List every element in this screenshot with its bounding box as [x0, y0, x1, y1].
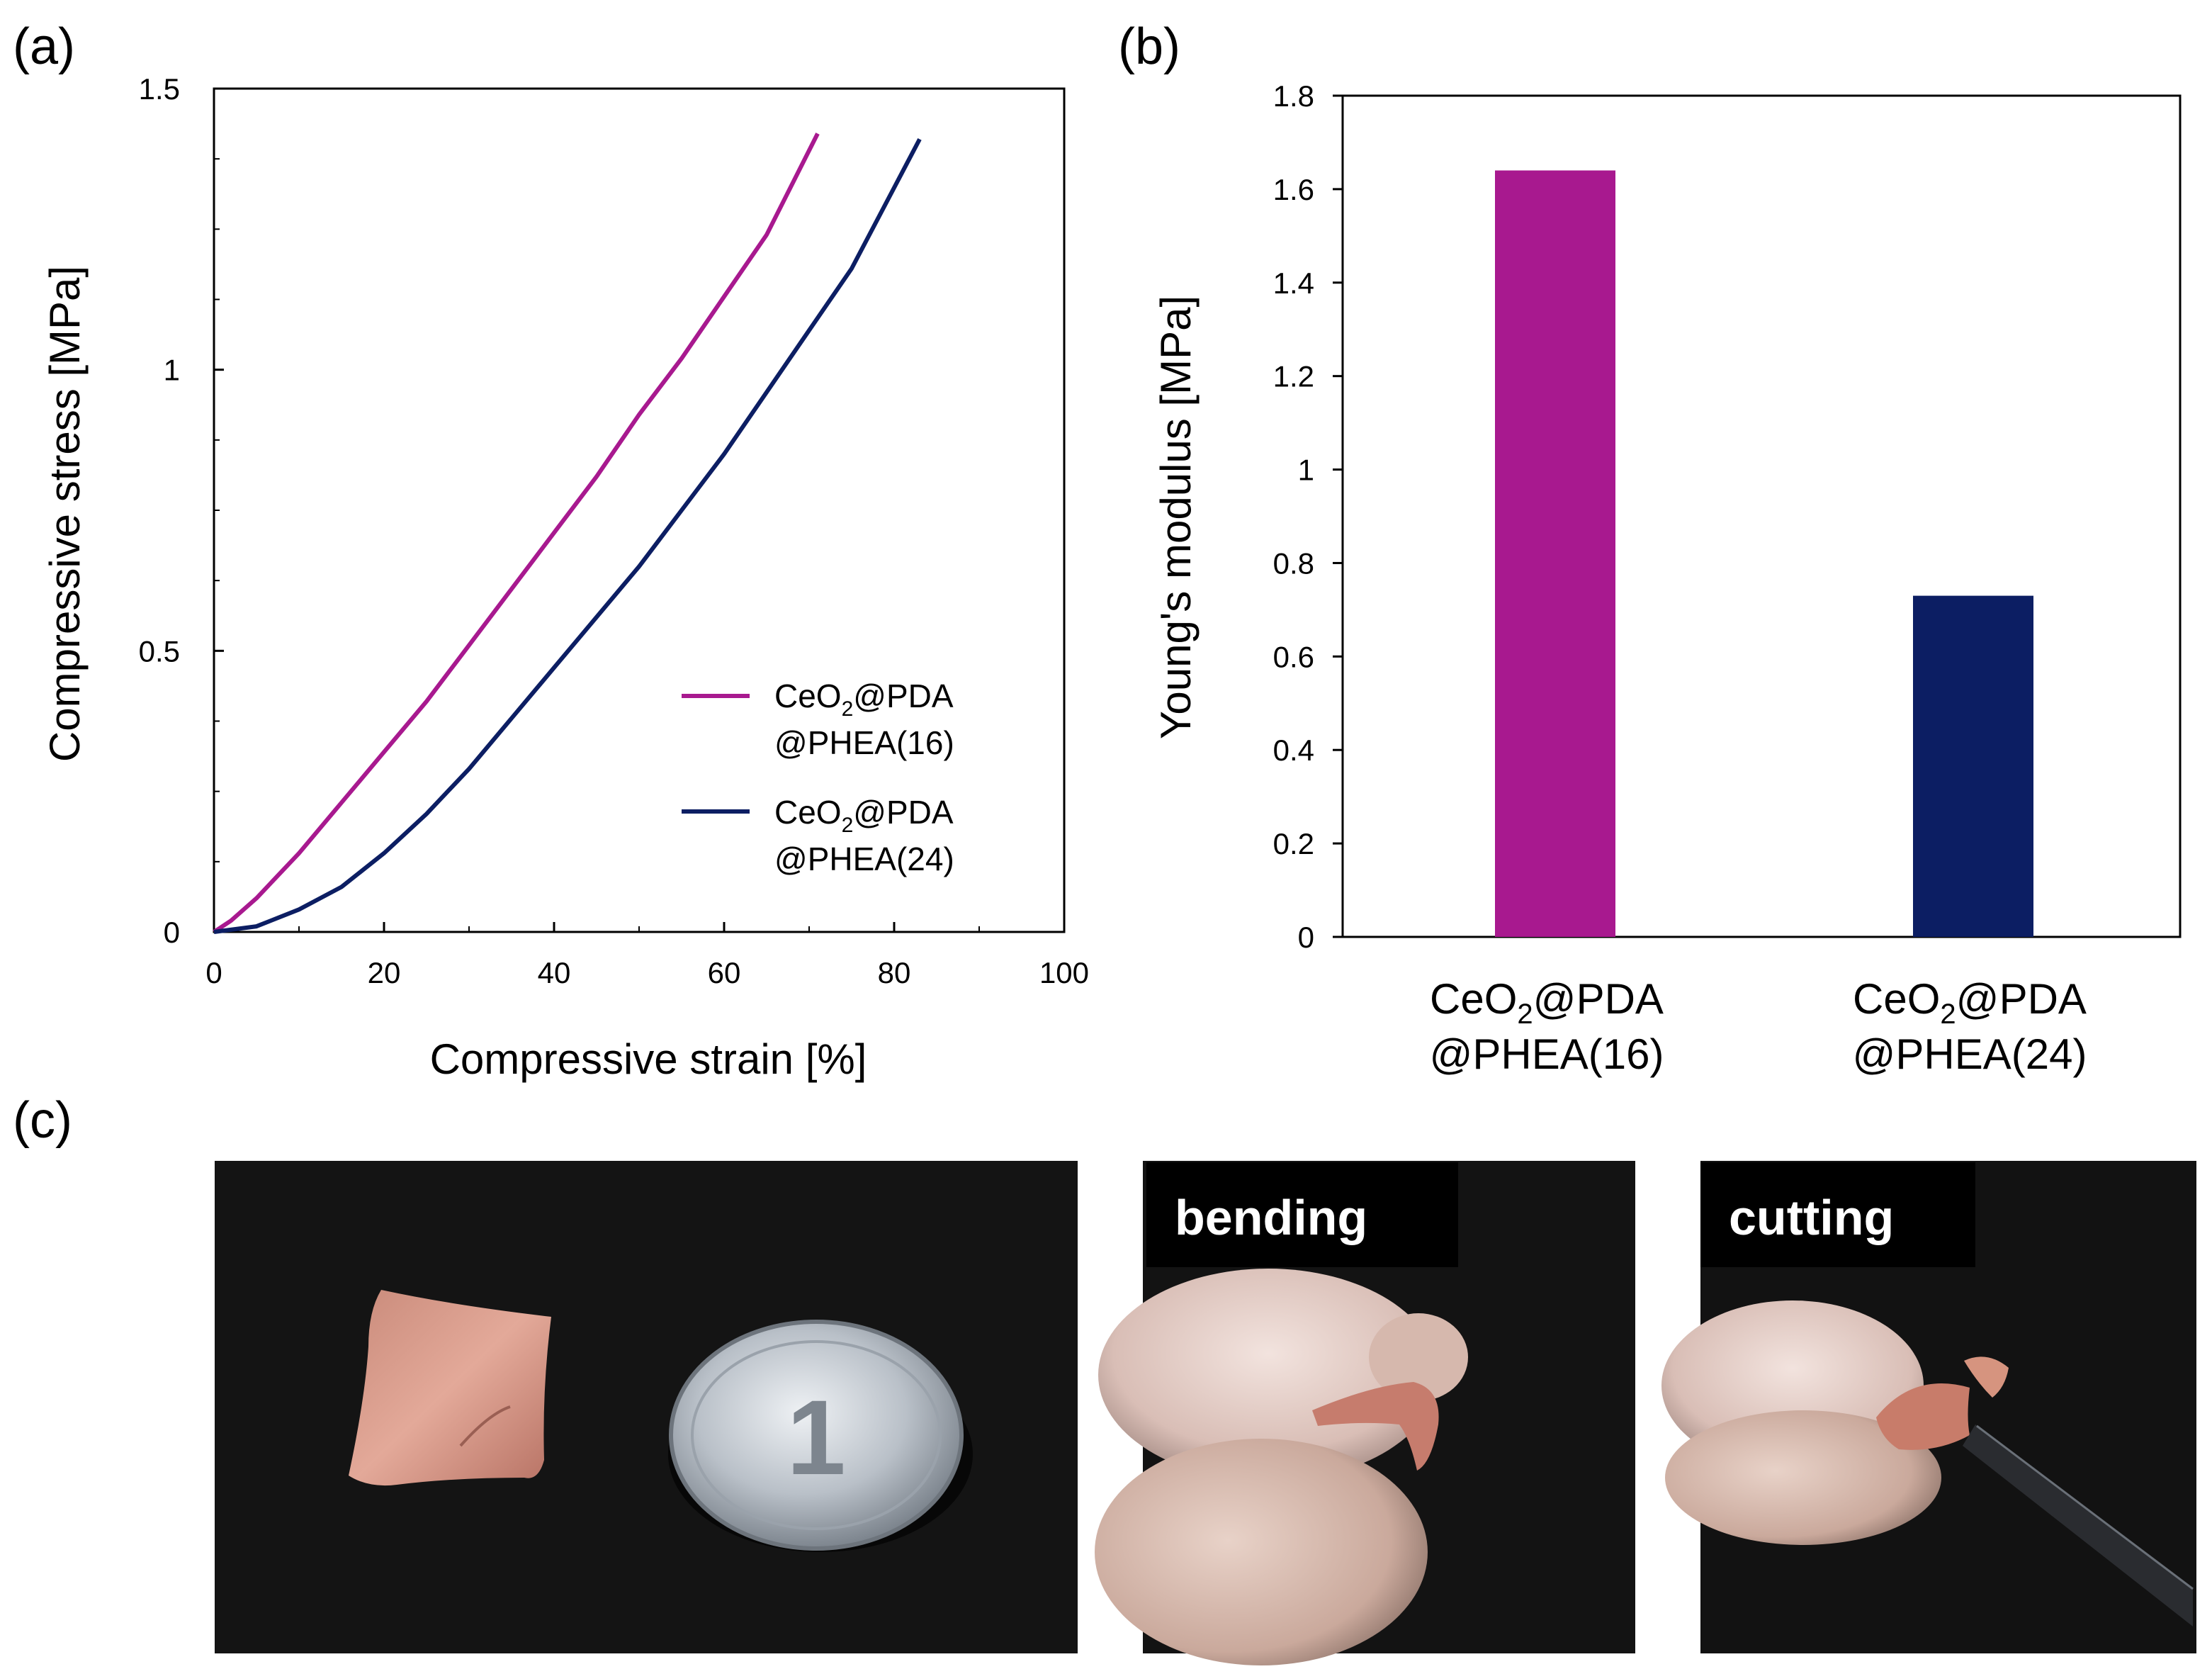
bending-label-box	[1146, 1162, 1458, 1267]
chart-a-y-ticks: 0 0.5 1 1.5	[139, 72, 224, 949]
foil-crease	[459, 1405, 511, 1447]
chart-a-x-tick-label: 40	[538, 956, 571, 989]
chart-a-x-tick-label: 60	[708, 956, 741, 989]
chart-b-y-tick-label: 0	[1298, 921, 1314, 954]
chart-b-y-ticks: 0 0.2 0.4 0.6 0.8 1 1.2 1.4 1.6 1.8	[1273, 79, 1343, 954]
chart-a-x-axis-title: Compressive strain [%]	[430, 1035, 867, 1083]
cutting-label-box	[1700, 1162, 1975, 1267]
chart-b-y-tick-label: 0.2	[1273, 827, 1314, 860]
chart-b-y-axis-title: Young's modulus [MPa]	[1152, 296, 1200, 739]
legend-label-phea16-line2: @PHEA(16)	[774, 724, 954, 761]
cutting-label: cutting	[1729, 1190, 1894, 1245]
panel-label-c: (c)	[13, 1092, 72, 1149]
bar-phea16	[1495, 170, 1615, 937]
chart-b-y-tick-label: 0.6	[1273, 640, 1314, 673]
chart-a-x-tick-label: 20	[368, 956, 401, 989]
chart-b-y-tick-label: 0.4	[1273, 734, 1314, 767]
chart-a-series-line-phea24	[213, 138, 922, 934]
chart-a-x-ticks: 0 20 40 60 80 100	[205, 922, 1089, 989]
copper-foil-sample	[349, 1290, 551, 1486]
chart-a-x-tick-label: 100	[1039, 956, 1089, 989]
panel-label-b: (b)	[1118, 18, 1180, 75]
panel-label-a: (a)	[13, 18, 75, 75]
chart-a-series-lines	[213, 133, 922, 934]
bar-category-label-phea24-line1: CeO2@PDA	[1853, 975, 2087, 1030]
scissors-blade	[1963, 1424, 2193, 1626]
chart-b-plot-frame	[1341, 94, 2182, 938]
chart-b-y-tick-label: 1	[1298, 454, 1314, 487]
chart-a: 0 20 40 60 80 100 0 0.5 1 1.5 Compressive strain…	[41, 72, 1089, 1083]
bar-category-label-phea16-line2: @PHEA(16)	[1430, 1030, 1664, 1078]
bar-category-label-phea16-line1: CeO2@PDA	[1430, 975, 1664, 1030]
chart-b-y-tick-label: 1.4	[1273, 266, 1314, 300]
photo-cutting: cutting	[1661, 1161, 2196, 1653]
chart-b-y-tick-label: 1.8	[1273, 79, 1314, 113]
chart-b-y-tick-label: 0.8	[1273, 546, 1314, 580]
chart-b: 0 0.2 0.4 0.6 0.8 1 1.2 1.4 1.6 1.8 Young's modul…	[1152, 79, 2182, 1078]
legend-label-phea24-line1: CeO2@PDA	[774, 794, 954, 837]
foil-piece	[1876, 1383, 1970, 1450]
fingertip-right	[1369, 1313, 1468, 1401]
chart-a-x-tick-label: 80	[878, 956, 911, 989]
chart-b-category-labels: CeO2@PDA @PHEA(16) CeO2@PDA @PHEA(24)	[1430, 975, 2087, 1078]
legend-label-phea24-line2: @PHEA(24)	[774, 841, 954, 877]
chart-b-y-tick-label: 1.2	[1273, 360, 1314, 393]
photo-bending: bending	[1095, 1161, 1635, 1665]
bending-label: bending	[1175, 1190, 1367, 1245]
coin-inner-ring	[691, 1340, 942, 1530]
chart-a-y-tick-label: 1	[164, 354, 180, 387]
chart-b-y-tick-label: 1.6	[1273, 173, 1314, 206]
legend-label-phea16-line1: CeO2@PDA	[774, 678, 954, 721]
coin	[669, 1320, 964, 1551]
coin-numeral: 1	[786, 1378, 845, 1497]
chart-a-legend: CeO2@PDA @PHEA(16) CeO2@PDA @PHEA(24)	[682, 678, 954, 877]
chart-a-y-axis-title: Compressive stress [MPa]	[41, 266, 89, 762]
bent-foil	[1312, 1382, 1439, 1471]
chart-a-y-tick-label: 0.5	[139, 634, 180, 668]
finger-bottom	[1095, 1439, 1428, 1665]
finger-top	[1098, 1269, 1438, 1481]
cut-foil-fragment	[1964, 1356, 2009, 1398]
bar-phea24	[1913, 595, 2033, 937]
chart-a-x-tick-label: 0	[205, 956, 222, 989]
chart-a-y-tick-label: 0	[164, 916, 180, 949]
chart-b-bars	[1495, 170, 2033, 937]
chart-a-y-tick-label: 1.5	[139, 72, 180, 106]
scissors-edge	[1976, 1424, 2194, 1590]
finger-bottom	[1665, 1410, 1941, 1545]
photo-sample-with-coin: 1	[215, 1161, 1078, 1653]
bar-category-label-phea24-line2: @PHEA(24)	[1853, 1030, 2087, 1078]
chart-a-series-line-phea16	[213, 133, 820, 934]
